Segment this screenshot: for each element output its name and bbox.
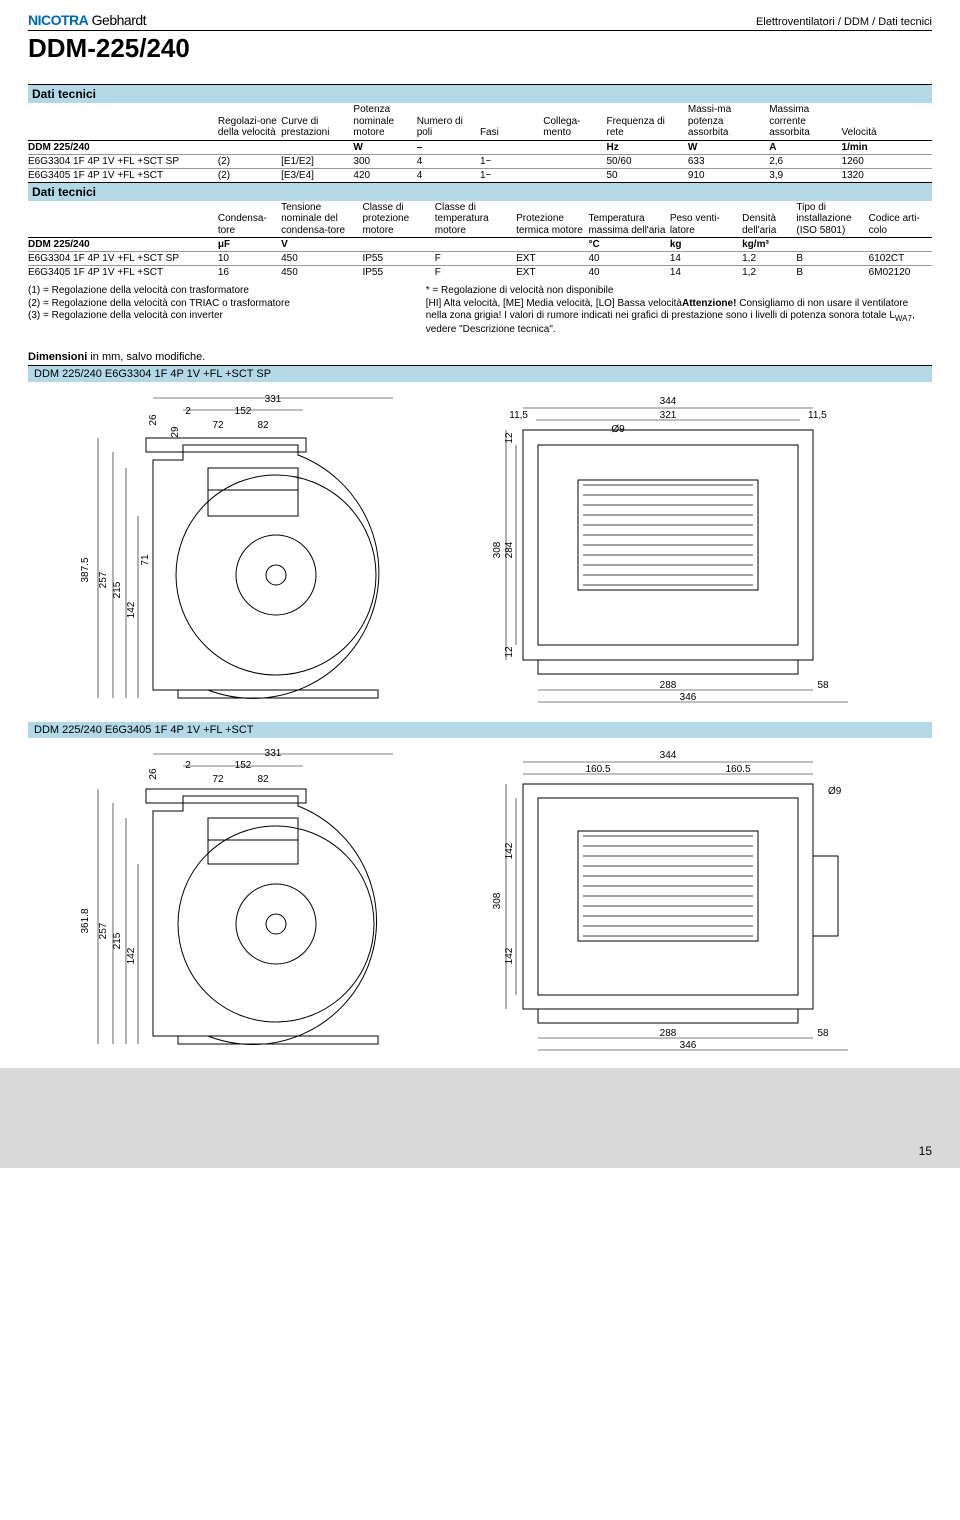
svg-text:11,5: 11,5 (509, 410, 528, 421)
col-header: Massi-ma potenza assorbita (688, 103, 769, 140)
logo: NICOTRA Gebhardt (28, 12, 146, 28)
tech-table-1: Regolazi-one della velocità Curve di pre… (28, 103, 932, 182)
drawing-2-side: 361.8 257 215 142 26 331 2 152 72 82 (48, 746, 438, 1056)
drawing-2-area: 361.8 257 215 142 26 331 2 152 72 82 (28, 738, 932, 1068)
section-bar-2: Dati tecnici (28, 182, 932, 201)
col-header: Densità dell'aria (742, 201, 796, 238)
svg-text:215: 215 (112, 581, 123, 598)
drawing-1-front: 344 321 11,5 11,5 Ø9 308 284 12 12 288 5… (468, 390, 868, 710)
svg-text:71: 71 (140, 554, 151, 566)
col-header: Velocità (842, 103, 932, 140)
svg-text:321: 321 (660, 410, 677, 421)
svg-text:72: 72 (212, 774, 224, 785)
drawing-2-front: 344 160.5 160.5 Ø9 308 142 142 288 58 34… (468, 746, 868, 1056)
page-header: NICOTRA Gebhardt Elettroventilatori / DD… (28, 12, 932, 31)
col-header: Regolazi-one della velocità (218, 103, 281, 140)
svg-text:26: 26 (148, 768, 159, 780)
col-header: Fasi (480, 103, 543, 140)
svg-text:344: 344 (660, 750, 677, 761)
svg-text:331: 331 (265, 394, 282, 405)
svg-text:Ø9: Ø9 (828, 786, 842, 797)
col-header: Tipo di installazione (ISO 5801) (796, 201, 868, 238)
col-header: Massima corrente assorbita (769, 103, 841, 140)
svg-text:Ø9: Ø9 (611, 424, 625, 435)
col-header: Protezione termica motore (516, 201, 588, 238)
svg-text:58: 58 (817, 680, 829, 691)
footnote-line: (1) = Regolazione della velocità con tra… (28, 285, 416, 298)
dimensions-title: Dimensioni in mm, salvo modifiche. (28, 351, 932, 363)
footnotes: (1) = Regolazione della velocità con tra… (28, 285, 932, 337)
section-bar-1: Dati tecnici (28, 84, 932, 103)
col-header: Classe di protezione motore (362, 201, 434, 238)
tech-table-2: Condensa-tore Tensione nominale del cond… (28, 201, 932, 280)
svg-text:12: 12 (504, 432, 515, 444)
footnote-line: [HI] Alta velocità, [ME] Media velocità,… (426, 298, 932, 337)
page-footer-gray: 15 (0, 1068, 960, 1168)
svg-text:26: 26 (148, 414, 159, 426)
units-row: DDM 225/240μFV°Ckgkg/m³ (28, 238, 932, 252)
table-row: E6G3304 1F 4P 1V +FL +SCT SP10450IP55FEX… (28, 252, 932, 266)
footnote-line: (2) = Regolazione della velocità con TRI… (28, 298, 416, 311)
svg-text:288: 288 (660, 1028, 677, 1039)
svg-text:72: 72 (212, 420, 224, 431)
svg-text:160.5: 160.5 (725, 764, 750, 775)
svg-text:257: 257 (98, 922, 109, 939)
svg-text:152: 152 (235, 406, 252, 417)
svg-text:142: 142 (126, 601, 137, 618)
drawing-1-side: 387.5 257 215 142 71 26 29 331 2 152 72 … (48, 390, 438, 710)
table-row: E6G3304 1F 4P 1V +FL +SCT SP(2)[E1/E2]30… (28, 154, 932, 168)
svg-text:361.8: 361.8 (80, 908, 91, 933)
svg-text:142: 142 (504, 842, 515, 859)
svg-text:215: 215 (112, 932, 123, 949)
svg-text:142: 142 (504, 947, 515, 964)
drawing-2-label: DDM 225/240 E6G3405 1F 4P 1V +FL +SCT (28, 722, 932, 738)
svg-text:82: 82 (257, 774, 269, 785)
svg-text:257: 257 (98, 571, 109, 588)
col-header: Classe di temperatura motore (435, 201, 516, 238)
footnote-line: * = Regolazione di velocità non disponib… (426, 285, 932, 298)
svg-text:29: 29 (170, 426, 181, 438)
logo-brand1: NICOTRA (28, 12, 88, 28)
footnote-line: (3) = Regolazione della velocità con inv… (28, 310, 416, 323)
svg-text:308: 308 (492, 541, 503, 558)
col-header: Tensione nominale del condensa-tore (281, 201, 362, 238)
col-header: Potenza nominale motore (353, 103, 416, 140)
table-row: E6G3405 1F 4P 1V +FL +SCT(2)[E3/E4]42041… (28, 168, 932, 182)
table-row: E6G3405 1F 4P 1V +FL +SCT16450IP55FEXT40… (28, 266, 932, 280)
svg-text:160.5: 160.5 (585, 764, 610, 775)
col-header: Numero di poli (417, 103, 480, 140)
svg-text:12: 12 (504, 646, 515, 658)
svg-text:2: 2 (185, 760, 191, 771)
col-header: Frequenza di rete (606, 103, 687, 140)
svg-text:152: 152 (235, 760, 252, 771)
model-title: DDM-225/240 (28, 33, 932, 64)
col-header: Collega-mento (543, 103, 606, 140)
logo-brand2: Gebhardt (88, 12, 146, 28)
drawing-1-area: 387.5 257 215 142 71 26 29 331 2 152 72 … (28, 382, 932, 722)
svg-text:288: 288 (660, 680, 677, 691)
col-header: Temperatura massima dell'aria (588, 201, 669, 238)
page-number: 15 (919, 1144, 932, 1158)
svg-text:308: 308 (492, 892, 503, 909)
svg-text:82: 82 (257, 420, 269, 431)
col-header: Peso venti-latore (670, 201, 742, 238)
svg-text:142: 142 (126, 947, 137, 964)
svg-text:344: 344 (660, 396, 677, 407)
svg-text:346: 346 (680, 1040, 697, 1051)
svg-text:387.5: 387.5 (80, 557, 91, 582)
col-header: Condensa-tore (218, 201, 281, 238)
svg-text:331: 331 (265, 748, 282, 759)
svg-text:11,5: 11,5 (808, 410, 827, 421)
units-row: DDM 225/240W–HzWA1/min (28, 140, 932, 154)
svg-text:346: 346 (680, 692, 697, 703)
col-header: Codice arti-colo (869, 201, 932, 238)
breadcrumb: Elettroventilatori / DDM / Dati tecnici (756, 16, 932, 28)
svg-text:284: 284 (504, 541, 515, 558)
svg-text:2: 2 (185, 406, 191, 417)
col-header: Curve di prestazioni (281, 103, 353, 140)
svg-text:58: 58 (817, 1028, 829, 1039)
drawing-1-label: DDM 225/240 E6G3304 1F 4P 1V +FL +SCT SP (28, 365, 932, 382)
